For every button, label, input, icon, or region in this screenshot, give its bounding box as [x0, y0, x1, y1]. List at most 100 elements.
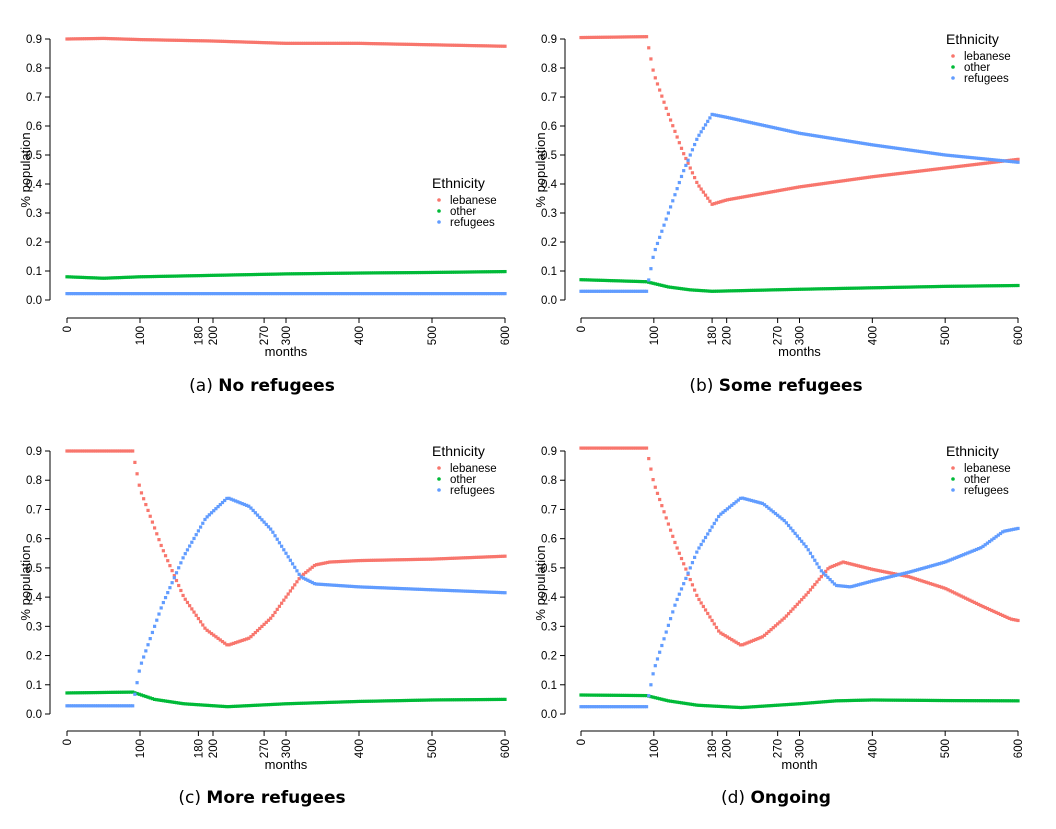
data-point [163, 38, 168, 42]
data-point [924, 565, 928, 569]
data-point [323, 292, 328, 296]
data-point [82, 449, 87, 453]
data-point [483, 292, 487, 296]
data-point [618, 35, 622, 39]
data-point [286, 702, 290, 706]
data-point [920, 579, 924, 583]
y-tick-label: 0.8 [541, 475, 557, 487]
data-point [306, 272, 310, 276]
data-point [146, 275, 150, 279]
data-point [832, 286, 837, 291]
data-point [420, 292, 424, 296]
data-point [218, 638, 222, 642]
data-point [830, 564, 834, 569]
panel-caption: (d) Ongoing [721, 788, 831, 808]
data-point [490, 555, 494, 559]
data-point [730, 638, 734, 642]
data-point [321, 700, 325, 705]
data-point [177, 566, 181, 570]
data-point [463, 292, 468, 296]
data-point [385, 271, 389, 275]
data-point [679, 287, 684, 291]
data-point [894, 285, 898, 289]
data-point [363, 41, 367, 46]
data-point [802, 595, 806, 599]
data-point [730, 705, 734, 709]
data-point [609, 279, 614, 283]
data-point [996, 284, 1000, 288]
data-point [695, 137, 699, 141]
data-point [913, 698, 917, 702]
data-point [701, 539, 705, 543]
data-point [754, 288, 758, 292]
data-point [987, 284, 992, 288]
data-point [616, 705, 620, 709]
data-point [269, 616, 273, 620]
data-point [712, 202, 716, 206]
data-point [950, 284, 955, 288]
data-point [128, 704, 133, 708]
data-point [592, 289, 596, 293]
data-point [889, 285, 893, 290]
data-point [752, 288, 756, 292]
data-point [592, 446, 596, 450]
data-point [65, 704, 69, 708]
data-point [688, 566, 692, 570]
data-point [601, 693, 605, 697]
data-point [966, 597, 970, 601]
x-tick-label: 270 [773, 739, 785, 758]
data-point [642, 693, 646, 698]
data-point [835, 137, 839, 141]
data-point [382, 586, 387, 590]
data-point [194, 274, 198, 278]
data-point [771, 626, 775, 630]
data-point [649, 467, 653, 471]
y-axis-label: % population [18, 545, 33, 620]
data-point [732, 289, 736, 293]
data-point [361, 292, 365, 296]
data-point [126, 292, 130, 296]
data-point [170, 292, 174, 296]
data-point [139, 275, 144, 279]
data-point [985, 699, 990, 703]
data-point [323, 700, 328, 705]
data-point [821, 181, 826, 186]
data-point [183, 38, 187, 43]
data-point [931, 563, 935, 568]
data-point [741, 119, 745, 123]
data-point [987, 607, 992, 612]
data-point [174, 292, 179, 296]
data-point [450, 556, 455, 560]
data-point [374, 585, 378, 590]
data-point [579, 35, 583, 40]
data-point [874, 143, 878, 147]
data-point [1003, 159, 1007, 163]
data-point [911, 569, 915, 573]
series-other [65, 690, 507, 709]
data-point [972, 699, 976, 703]
data-point [629, 289, 633, 293]
data-point [251, 292, 255, 296]
data-point [594, 289, 598, 293]
data-point [273, 292, 277, 296]
data-point [328, 271, 332, 275]
data-point [468, 43, 472, 48]
data-point [426, 557, 430, 561]
data-point [417, 270, 422, 275]
data-point [808, 133, 813, 137]
data-point [153, 274, 157, 279]
data-point [806, 287, 810, 291]
data-point [183, 274, 187, 278]
data-point [723, 705, 727, 709]
data-point [824, 287, 828, 291]
data-point [111, 690, 115, 694]
data-point [172, 292, 176, 296]
data-point [682, 287, 686, 291]
data-point [588, 693, 592, 697]
y-axis-label: % population [533, 132, 548, 207]
data-point [201, 703, 205, 707]
data-point [345, 559, 349, 563]
data-point [651, 281, 655, 285]
data-point [411, 271, 415, 275]
data-point [784, 521, 788, 525]
